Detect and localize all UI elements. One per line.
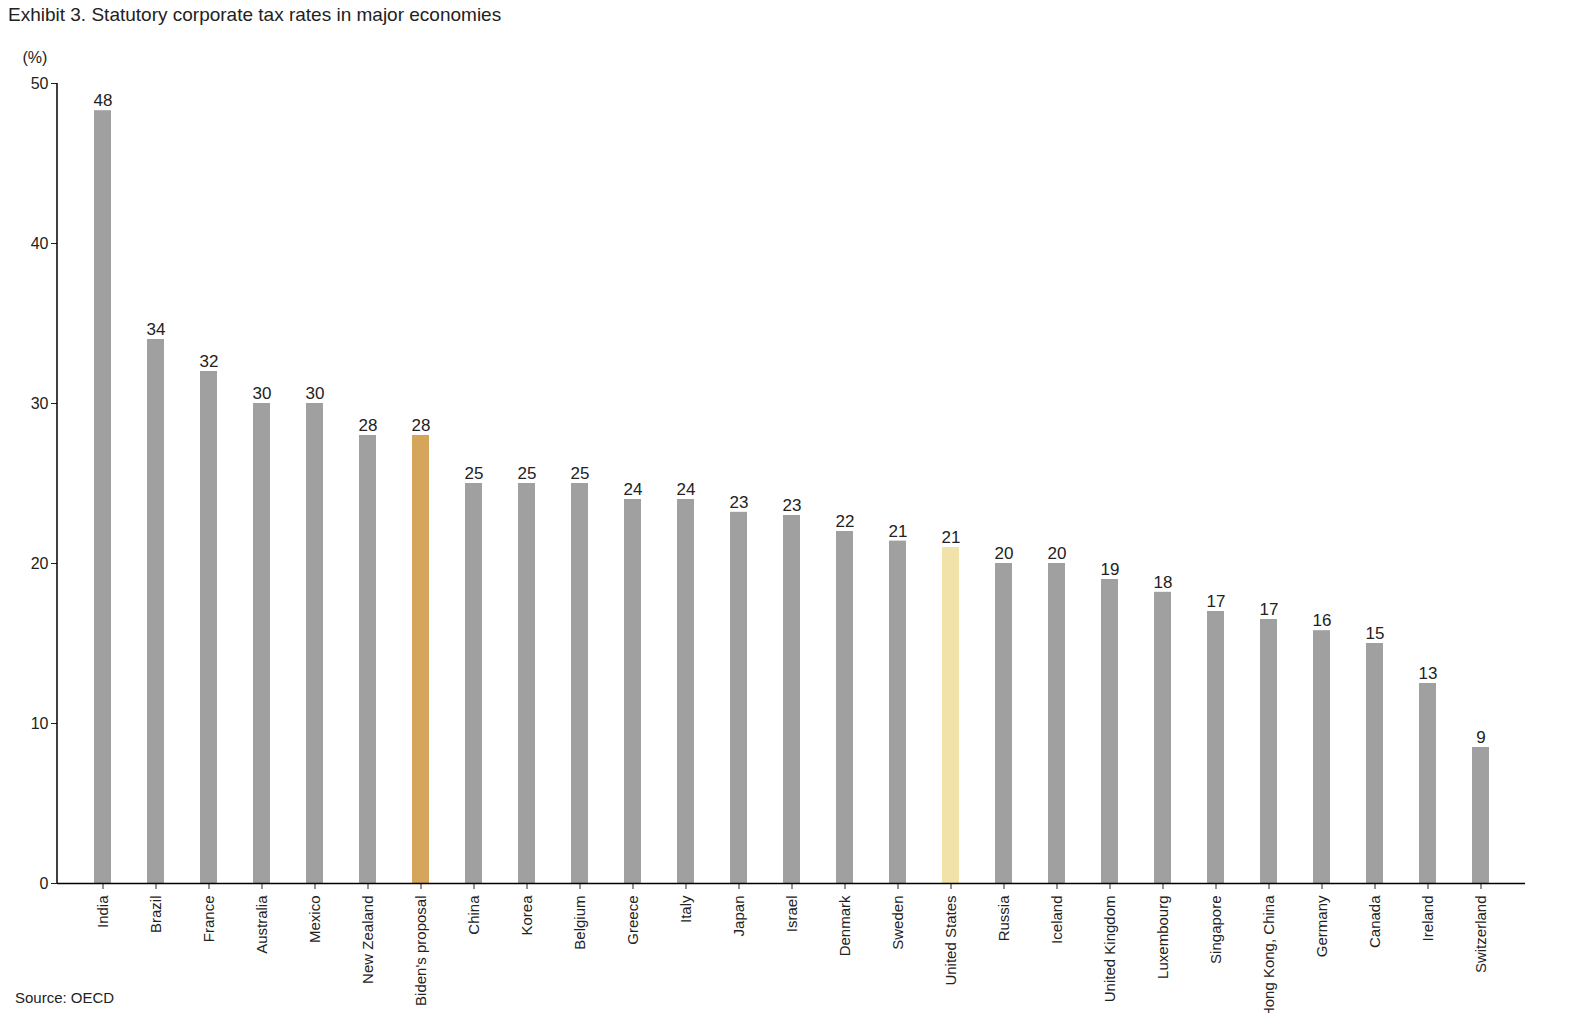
svg-text:48: 48 — [94, 91, 113, 110]
svg-text:20: 20 — [31, 555, 49, 572]
svg-text:9: 9 — [1476, 728, 1485, 747]
svg-text:34: 34 — [147, 320, 166, 339]
svg-text:United States: United States — [942, 896, 959, 986]
svg-text:Denmark: Denmark — [836, 895, 853, 956]
svg-text:17: 17 — [1207, 592, 1226, 611]
svg-text:28: 28 — [412, 416, 431, 435]
svg-text:30: 30 — [306, 384, 325, 403]
svg-text:Greece: Greece — [624, 896, 641, 945]
svg-text:25: 25 — [465, 464, 484, 483]
svg-text:Hong Kong, China: Hong Kong, China — [1260, 895, 1277, 1013]
svg-text:Mexico: Mexico — [306, 896, 323, 944]
svg-text:Russia: Russia — [995, 895, 1012, 942]
svg-text:30: 30 — [253, 384, 272, 403]
svg-text:Italy: Italy — [677, 895, 694, 923]
svg-text:Japan: Japan — [730, 896, 747, 937]
svg-text:Singapore: Singapore — [1207, 896, 1224, 964]
svg-text:22: 22 — [836, 512, 855, 531]
svg-text:France: France — [200, 896, 217, 943]
svg-text:23: 23 — [783, 496, 802, 515]
svg-text:Belgium: Belgium — [571, 896, 588, 950]
svg-text:19: 19 — [1101, 560, 1120, 579]
svg-text:Ireland: Ireland — [1419, 896, 1436, 942]
svg-text:40: 40 — [31, 235, 49, 252]
svg-text:32: 32 — [200, 352, 219, 371]
svg-text:United Kingdom: United Kingdom — [1101, 896, 1118, 1003]
svg-text:Luxembourg: Luxembourg — [1154, 896, 1171, 979]
svg-text:Iceland: Iceland — [1048, 896, 1065, 944]
svg-text:18: 18 — [1154, 573, 1173, 592]
svg-text:New Zealand: New Zealand — [359, 896, 376, 984]
svg-text:20: 20 — [995, 544, 1014, 563]
svg-text:Switzerland: Switzerland — [1472, 896, 1489, 974]
svg-text:Australia: Australia — [253, 895, 270, 954]
svg-text:Korea: Korea — [518, 895, 535, 936]
svg-text:(%): (%) — [23, 49, 48, 66]
svg-text:24: 24 — [624, 480, 643, 499]
svg-text:16: 16 — [1313, 611, 1332, 630]
svg-text:Israel: Israel — [783, 896, 800, 933]
svg-text:10: 10 — [31, 715, 49, 732]
svg-text:30: 30 — [31, 395, 49, 412]
svg-text:28: 28 — [359, 416, 378, 435]
svg-text:23: 23 — [730, 493, 749, 512]
svg-text:24: 24 — [677, 480, 696, 499]
html-text:Exhibit 3. Statutory corporate: Exhibit 3. Statutory corporate tax rates… — [8, 4, 502, 25]
svg-text:Canada: Canada — [1366, 895, 1383, 948]
svg-text:50: 50 — [31, 75, 49, 92]
svg-text:Sweden: Sweden — [889, 896, 906, 950]
svg-text:13: 13 — [1419, 664, 1438, 683]
svg-text:India: India — [94, 895, 111, 928]
svg-text:20: 20 — [1048, 544, 1067, 563]
svg-text:25: 25 — [518, 464, 537, 483]
svg-text:0: 0 — [40, 875, 49, 892]
svg-text:15: 15 — [1366, 624, 1385, 643]
svg-text:21: 21 — [889, 522, 908, 541]
svg-text:China: China — [465, 895, 482, 935]
svg-text:25: 25 — [571, 464, 590, 483]
svg-text:Brazil: Brazil — [147, 896, 164, 934]
svg-text:17: 17 — [1260, 600, 1279, 619]
svg-text:Biden's proposal: Biden's proposal — [412, 896, 429, 1006]
svg-text:Germany: Germany — [1313, 895, 1330, 957]
svg-text:21: 21 — [942, 528, 961, 547]
html-text:Source: OECD: Source: OECD — [15, 989, 115, 1006]
